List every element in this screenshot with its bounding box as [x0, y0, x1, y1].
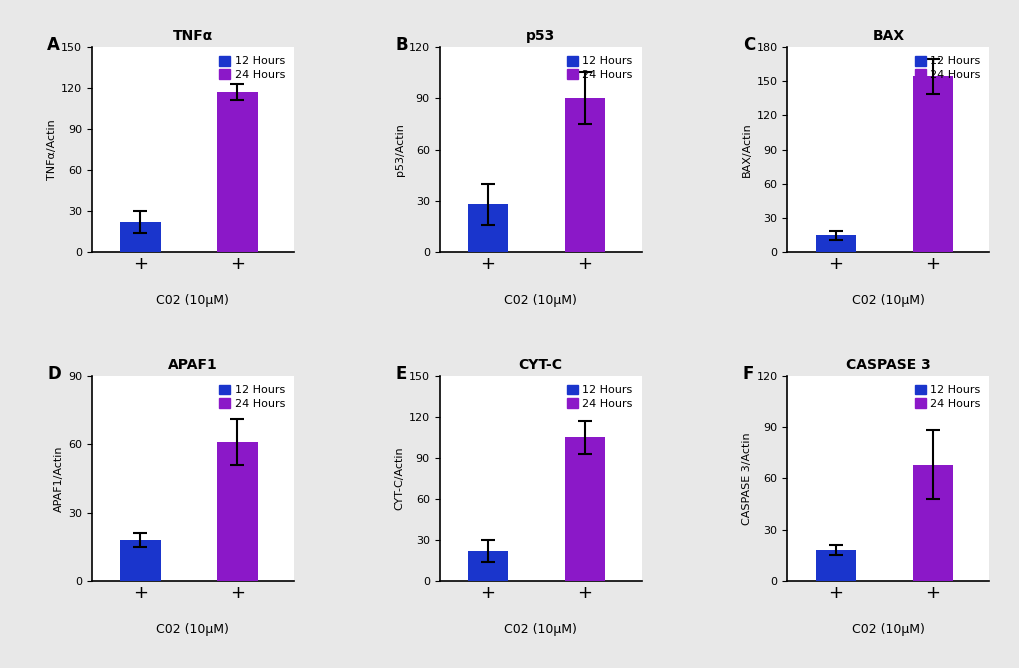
Y-axis label: APAF1/Actin: APAF1/Actin: [54, 445, 64, 512]
X-axis label: C02 (10μM): C02 (10μM): [156, 623, 229, 636]
Legend: 12 Hours, 24 Hours: 12 Hours, 24 Hours: [910, 381, 983, 412]
Bar: [217, 92, 258, 253]
Y-axis label: CYT-C/Actin: CYT-C/Actin: [394, 447, 405, 510]
Bar: [217, 442, 258, 581]
Title: BAX: BAX: [871, 29, 904, 43]
X-axis label: C02 (10μM): C02 (10μM): [156, 294, 229, 307]
Bar: [468, 204, 507, 253]
Bar: [565, 438, 604, 581]
Text: B: B: [394, 37, 408, 55]
Text: F: F: [742, 365, 753, 383]
Text: A: A: [47, 37, 60, 55]
Legend: 12 Hours, 24 Hours: 12 Hours, 24 Hours: [910, 52, 983, 84]
Legend: 12 Hours, 24 Hours: 12 Hours, 24 Hours: [562, 52, 636, 84]
X-axis label: C02 (10μM): C02 (10μM): [503, 294, 577, 307]
Bar: [815, 550, 855, 581]
Bar: [912, 465, 952, 581]
Title: p53: p53: [526, 29, 554, 43]
Text: D: D: [47, 365, 61, 383]
Bar: [912, 76, 952, 253]
Title: CYT-C: CYT-C: [518, 357, 562, 371]
Y-axis label: BAX/Actin: BAX/Actin: [742, 122, 751, 177]
Bar: [468, 551, 507, 581]
Title: TNFα: TNFα: [172, 29, 213, 43]
Legend: 12 Hours, 24 Hours: 12 Hours, 24 Hours: [216, 52, 288, 84]
X-axis label: C02 (10μM): C02 (10μM): [851, 623, 924, 636]
Legend: 12 Hours, 24 Hours: 12 Hours, 24 Hours: [216, 381, 288, 412]
Text: C: C: [742, 37, 754, 55]
Title: CASPASE 3: CASPASE 3: [845, 357, 929, 371]
X-axis label: C02 (10μM): C02 (10μM): [503, 623, 577, 636]
Bar: [120, 222, 160, 253]
Y-axis label: p53/Actin: p53/Actin: [394, 123, 405, 176]
Bar: [815, 235, 855, 253]
Y-axis label: TNFα/Actin: TNFα/Actin: [47, 119, 57, 180]
X-axis label: C02 (10μM): C02 (10μM): [851, 294, 924, 307]
Text: E: E: [394, 365, 406, 383]
Title: APAF1: APAF1: [168, 357, 217, 371]
Bar: [120, 540, 160, 581]
Bar: [565, 98, 604, 253]
Y-axis label: CASPASE 3/Actin: CASPASE 3/Actin: [742, 432, 751, 524]
Legend: 12 Hours, 24 Hours: 12 Hours, 24 Hours: [562, 381, 636, 412]
